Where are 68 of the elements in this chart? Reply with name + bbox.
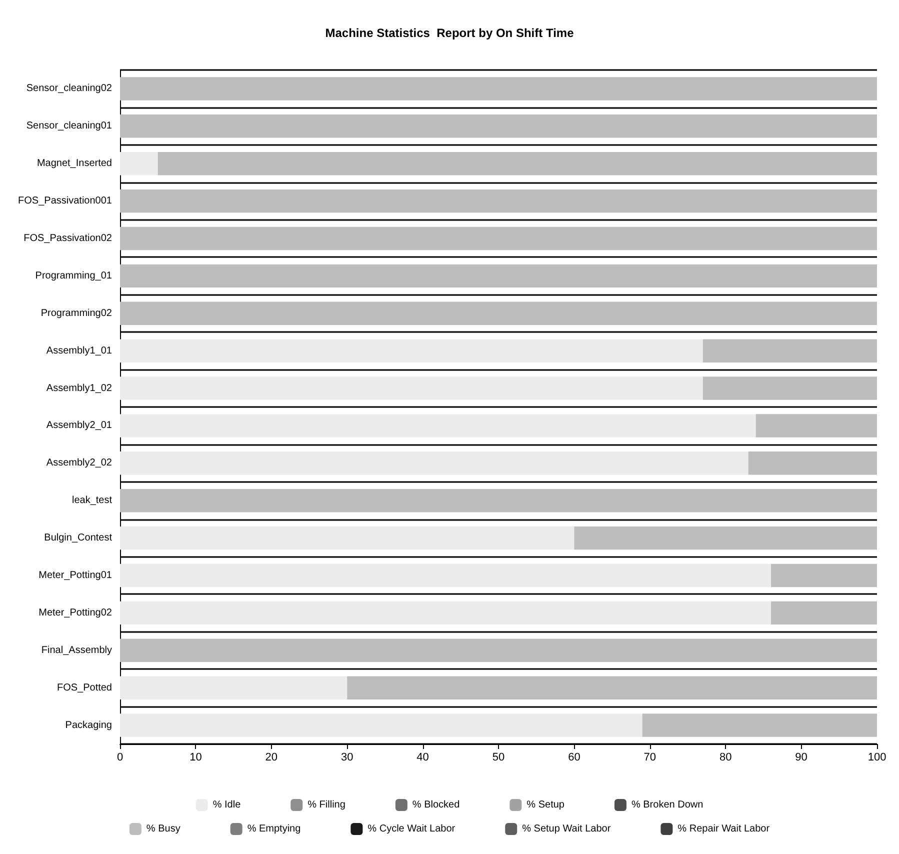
legend-label: % Busy [146, 824, 180, 834]
y-tick-label: leak_test [72, 495, 112, 506]
legend-label: % Filling [308, 800, 346, 810]
y-tick-label: Assembly2_01 [46, 420, 112, 432]
x-tick-label: 60 [568, 752, 580, 764]
y-tick-label: Assembly1_01 [46, 345, 112, 356]
legend-label: % Broken Down [631, 800, 704, 810]
chart-title: Machine Statistics Report by On Shift Time [325, 26, 574, 40]
y-tick-label: FOS_Passivation001 [18, 196, 112, 207]
bar [120, 564, 772, 588]
x-tick-label: 70 [644, 752, 656, 764]
y-tick-label: Packaging [65, 720, 112, 731]
legend-label: % Setup [526, 800, 565, 810]
y-tick-label: Sensor_cleaning02 [26, 83, 112, 94]
legend-label: % Cycle Wait Labor [368, 824, 456, 834]
bar [120, 638, 877, 662]
bar [120, 526, 574, 550]
x-tick-label: 10 [190, 752, 202, 764]
y-tick-label: Assembly1_02 [46, 382, 112, 394]
bar [120, 339, 703, 362]
x-tick-label: 80 [719, 752, 732, 764]
y-tick-label: Programming02 [40, 308, 112, 319]
bar [756, 414, 877, 438]
bar [120, 226, 877, 250]
bar [158, 152, 877, 176]
y-tick-label: Meter_Potting01 [38, 570, 112, 581]
bar [642, 714, 877, 737]
bar [120, 189, 877, 213]
y-tick-label: Meter_Potting02 [38, 607, 112, 618]
y-tick-label: Sensor_cleaning01 [26, 120, 112, 132]
legend-label: % Setup Wait Labor [522, 824, 612, 834]
bar [120, 714, 642, 737]
x-tick-label: 20 [265, 752, 278, 764]
bar [702, 376, 877, 400]
bar [120, 489, 877, 512]
y-tick-label: FOS_Passivation02 [24, 233, 112, 244]
bar [347, 676, 877, 700]
bar [702, 339, 877, 362]
bar [574, 526, 877, 550]
bar [120, 601, 772, 625]
bar [120, 414, 756, 438]
x-tick-label: 0 [116, 752, 124, 764]
y-tick-label: Magnet_Inserted [36, 158, 112, 170]
bar [748, 452, 877, 475]
x-tick-label: 40 [416, 752, 429, 764]
y-tick-label: Assembly2_02 [46, 458, 112, 469]
legend-label: % Idle [212, 800, 242, 810]
bar [120, 264, 877, 288]
y-tick-label: Bulgin_Contest [44, 532, 112, 544]
x-tick-label: 90 [795, 752, 808, 764]
bar [120, 114, 877, 138]
y-tick-label: Programming_01 [35, 270, 112, 282]
bar [120, 152, 158, 176]
legend-label: % Blocked [412, 800, 460, 810]
bar [120, 376, 703, 400]
y-tick-label: Final_Assembly [41, 644, 112, 656]
x-tick-label: 30 [340, 752, 354, 764]
bar [771, 564, 877, 588]
legend-label: % Emptying [247, 824, 301, 834]
bar [771, 601, 877, 625]
bar [120, 302, 877, 325]
x-tick-label: 50 [492, 752, 505, 764]
bar [120, 676, 348, 700]
legend-label: % Repair Wait Labor [678, 824, 770, 834]
x-tick-label: 100 [868, 752, 886, 764]
bar [120, 77, 877, 100]
bar [120, 452, 748, 475]
y-tick-label: FOS_Potted [56, 682, 112, 694]
